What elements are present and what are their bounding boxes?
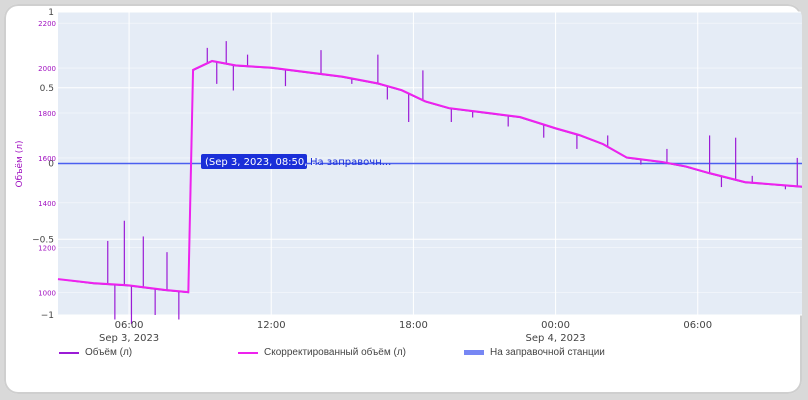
hover-label-text: (Sep 3, 2023, 08:50, 0) [205, 157, 321, 168]
series-layer [57, 41, 802, 324]
x-tick-label: 06:00 [683, 320, 712, 331]
y2-tick-label: 1 [48, 8, 54, 18]
legend-swatch-corrected [238, 351, 258, 354]
y2-tick-label: 0 [48, 160, 54, 170]
legend-swatch-station [464, 350, 484, 355]
y2-tick-label: 0.5 [40, 84, 54, 94]
y-tick-label: 2200 [38, 20, 56, 28]
legend-swatch-volume [59, 351, 79, 354]
x-tick-label: 00:00 [541, 320, 570, 331]
legend-label-station: На заправочной станции [490, 347, 605, 358]
y-tick-label: 1800 [38, 110, 56, 118]
y-tick-label: 1200 [38, 245, 56, 253]
x-tick-label: 18:00 [399, 320, 428, 331]
hover-label-box [201, 154, 307, 169]
y2-tick-label: −0.5 [32, 235, 54, 245]
series-corrected-volume-line [57, 59, 802, 294]
legend-item-station[interactable]: На заправочной станции [464, 347, 605, 358]
legend: Объём (л) Скорректированный объём (л) На… [4, 347, 802, 371]
x-tick-label: 12:00 [257, 320, 286, 331]
hover-layer: (Sep 3, 2023, 08:50, 0) На заправочн... [201, 154, 391, 169]
hover-trace-name: На заправочн... [310, 157, 391, 168]
y-tick-label: 2000 [38, 65, 56, 73]
y2-tick-label: −1 [41, 311, 54, 321]
legend-item-corrected-volume[interactable]: Скорректированный объём (л) [238, 347, 406, 358]
chart-frame: 06:00 Sep 3, 2023 12:00 18:00 00:00 Sep 4, 20… [4, 4, 802, 394]
y-tick-label: 1000 [38, 290, 56, 298]
x-tick-date-label: Sep 3, 2023 [99, 333, 159, 344]
legend-label-corrected: Скорректированный объём (л) [264, 347, 407, 358]
x-tick-date-label: Sep 4, 2023 [525, 333, 585, 344]
fuel-volume-chart[interactable]: 06:00 Sep 3, 2023 12:00 18:00 00:00 Sep 4, 20… [4, 4, 802, 344]
y-axis-title: Объём (л) [15, 141, 25, 188]
y-tick-label: 1400 [38, 200, 56, 208]
axis-layer: 06:00 Sep 3, 2023 12:00 18:00 00:00 Sep 4, 20… [32, 8, 712, 344]
legend-item-volume[interactable]: Объём (л) [59, 347, 132, 358]
legend-label-volume: Объём (л) [85, 347, 133, 358]
y-tick-label: 1600 [38, 155, 56, 163]
x-tick-label: 06:00 [115, 320, 144, 331]
